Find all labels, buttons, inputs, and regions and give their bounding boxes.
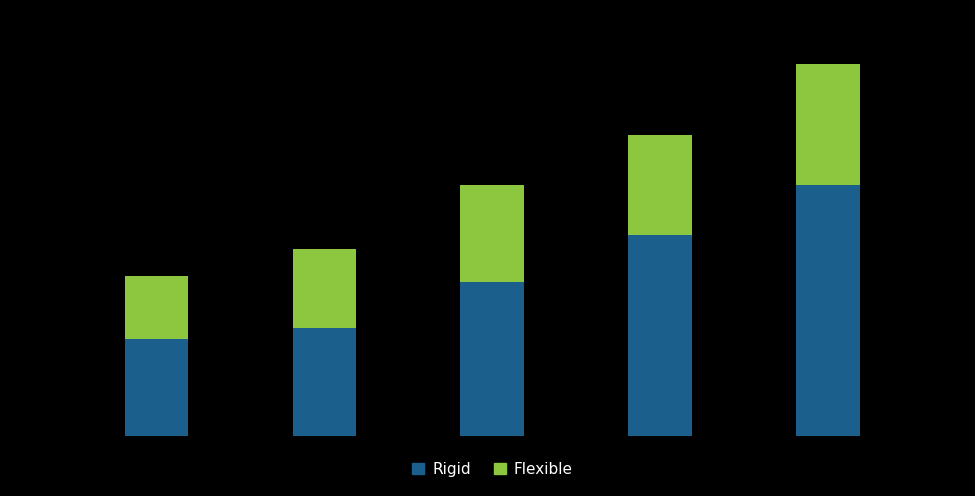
Bar bbox=[125, 339, 188, 436]
Bar bbox=[797, 64, 860, 185]
Bar bbox=[460, 282, 525, 436]
Bar bbox=[460, 185, 525, 282]
Bar bbox=[628, 236, 692, 436]
Bar bbox=[797, 185, 860, 436]
Legend: Rigid, Flexible: Rigid, Flexible bbox=[407, 456, 578, 483]
Bar bbox=[125, 276, 188, 339]
Bar bbox=[628, 135, 692, 236]
Bar bbox=[292, 327, 356, 436]
Bar bbox=[292, 249, 356, 327]
